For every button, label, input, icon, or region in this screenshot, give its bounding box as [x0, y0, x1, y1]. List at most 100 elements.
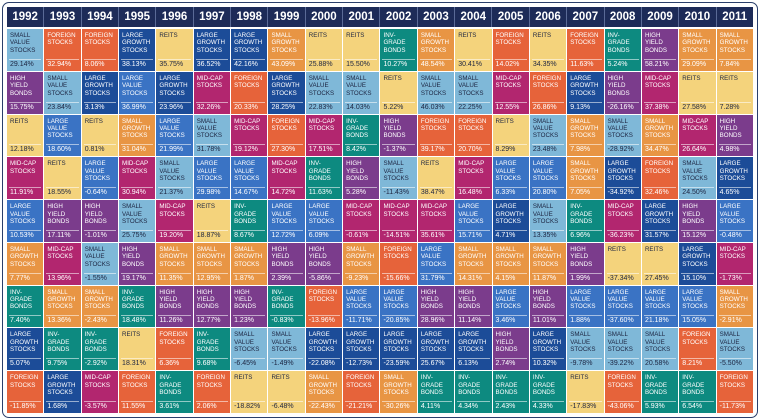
- annual-return-value: 36.99%: [122, 103, 146, 111]
- asset-class-label: LARGE VALUE STOCKS: [196, 160, 223, 183]
- asset-class-label: LARGE GROWTH STOCKS: [607, 160, 636, 183]
- annual-return-value: -11.73%: [719, 403, 746, 410]
- return-cell: SMALL VALUE STOCKS 21.37%: [156, 157, 193, 200]
- asset-class-label: MID-CAP STOCKS: [682, 117, 709, 132]
- asset-class-label: SMALL VALUE STOCKS: [532, 203, 559, 225]
- annual-return-value: 8.06%: [84, 60, 105, 68]
- asset-class-label: SMALL VALUE STOCKS: [644, 331, 671, 354]
- annual-return-value: 5.28%: [346, 189, 366, 197]
- annual-return-value: 9.68%: [196, 360, 217, 368]
- asset-class-label: MID-CAP STOCKS: [420, 203, 447, 218]
- annual-return-value: -5.86%: [308, 274, 331, 282]
- annual-return-value: 12.95%: [196, 274, 221, 282]
- return-cell: INV-GRADE BONDS 6.96%: [567, 200, 604, 242]
- annual-return-value: 1.87%: [234, 274, 254, 282]
- return-cell: FOREIGN STOCKS -21.21%: [343, 371, 380, 413]
- asset-class-label: LARGE GROWTH STOCKS: [308, 331, 337, 354]
- return-cell: REITs 8.29%: [492, 114, 529, 157]
- asset-class-label: FOREIGN STOCKS: [47, 32, 76, 47]
- annual-return-value: 13.35%: [532, 231, 557, 239]
- return-cell: LARGE GROWTH STOCKS 6.13%: [455, 328, 492, 371]
- return-cell: SMALL VALUE STOCKS -9.78%: [567, 328, 604, 371]
- annual-return-value: 11.87%: [532, 274, 557, 282]
- annual-return-value: 28.25%: [271, 103, 296, 111]
- year-header: 2006: [530, 7, 568, 27]
- annual-return-value: 12.55%: [495, 103, 520, 111]
- return-cell: SMALL VALUE STOCKS -6.45%: [231, 328, 268, 371]
- annual-return-value: 11.01%: [532, 317, 557, 325]
- annual-return-value: -15.66%: [383, 274, 410, 282]
- return-cell: LARGE VALUE STOCKS -20.85%: [380, 285, 417, 328]
- annual-return-value: 0.81%: [84, 146, 105, 154]
- annual-return-value: 35.75%: [159, 60, 184, 68]
- return-cell: SMALL VALUE STOCKS -1.49%: [268, 328, 305, 371]
- annual-return-value: 9.13%: [570, 103, 591, 111]
- return-cell: SMALL GROWTH STOCKS 12.95%: [193, 242, 231, 285]
- annual-return-value: 5.24%: [607, 60, 628, 68]
- annual-return-value: 31.04%: [122, 146, 146, 154]
- return-cell: SMALL GROWTH STOCKS 34.47%: [641, 114, 679, 157]
- return-cell: INV-GRADE BONDS 5.93%: [641, 371, 679, 413]
- annual-return-value: 10.53%: [10, 231, 34, 239]
- asset-class-label: MID-CAP STOCKS: [159, 203, 186, 218]
- annual-return-value: 24.50%: [682, 189, 707, 197]
- annual-return-value: 15.05%: [682, 317, 707, 325]
- asset-class-label: SMALL VALUE STOCKS: [234, 331, 260, 354]
- return-cell: REITs 18.55%: [44, 157, 81, 200]
- asset-class-label: LARGE GROWTH STOCKS: [122, 32, 151, 54]
- asset-class-label: MID-CAP STOCKS: [122, 160, 149, 175]
- return-cell: REITs 27.45%: [641, 242, 679, 285]
- asset-class-label: SMALL VALUE STOCKS: [458, 74, 484, 97]
- asset-class-label: LARGE GROWTH STOCKS: [458, 331, 487, 354]
- year-header: 1998: [231, 7, 269, 27]
- asset-class-label: INV-GRADE BONDS: [234, 203, 257, 225]
- return-cell: MID-CAP STOCKS 19.20%: [156, 200, 193, 242]
- annual-return-value: -0.83%: [271, 317, 294, 325]
- asset-class-label: REITs: [682, 74, 701, 82]
- asset-class-label: FOREIGN STOCKS: [159, 331, 188, 346]
- asset-class-label: LARGE VALUE STOCKS: [607, 288, 633, 311]
- annual-return-value: 39.17%: [420, 146, 445, 154]
- year-header: 1992: [7, 7, 45, 27]
- year-header: 1994: [82, 7, 120, 27]
- annual-return-value: 7.84%: [719, 60, 740, 68]
- asset-class-label: REITs: [346, 32, 365, 39]
- asset-class-label: SMALL GROWTH STOCKS: [84, 288, 113, 311]
- annual-return-value: 15.12%: [682, 231, 707, 239]
- asset-class-label: LARGE VALUE STOCKS: [682, 288, 708, 311]
- return-cell: HIGH YIELD BONDS 11.14%: [455, 285, 492, 328]
- annual-return-value: 30.41%: [458, 60, 482, 68]
- return-cell: SMALL GROWTH STOCKS 7.84%: [716, 29, 753, 71]
- year-header: 1997: [194, 7, 232, 27]
- annual-return-value: 25.88%: [308, 60, 333, 68]
- asset-class-label: SMALL GROWTH STOCKS: [234, 245, 263, 268]
- asset-class-label: SMALL GROWTH STOCKS: [644, 117, 674, 140]
- asset-class-label: HIGH YIELD BONDS: [159, 288, 182, 311]
- asset-class-label: LARGE GROWTH STOCKS: [159, 74, 188, 97]
- annual-return-value: 5.22%: [383, 103, 404, 111]
- return-cell: LARGE VALUE STOCKS 6.09%: [305, 200, 343, 242]
- annual-return-value: -21.21%: [346, 403, 373, 410]
- asset-class-label: REITs: [495, 117, 514, 125]
- annual-return-value: 7.28%: [719, 103, 740, 111]
- return-cell: LARGE GROWTH STOCKS 5.07%: [7, 328, 44, 371]
- asset-class-label: REITs: [532, 32, 552, 39]
- asset-class-label: HIGH YIELD BONDS: [271, 245, 294, 268]
- return-cell: FOREIGN STOCKS -15.66%: [380, 242, 417, 285]
- return-cell: LARGE VALUE STOCKS 15.05%: [679, 285, 716, 328]
- return-cell: LARGE GROWTH STOCKS 23.96%: [156, 71, 193, 114]
- asset-class-label: MID-CAP STOCKS: [47, 245, 74, 261]
- asset-class-label: LARGE GROWTH STOCKS: [532, 331, 562, 354]
- return-cell: HIGH YIELD BONDS -5.86%: [305, 242, 343, 285]
- return-cell: INV-GRADE BONDS 4.11%: [417, 371, 455, 413]
- return-cell: LARGE GROWTH STOCKS -22.08%: [305, 328, 343, 371]
- asset-class-label: SMALL VALUE STOCKS: [570, 331, 596, 354]
- annual-return-value: 43.09%: [271, 60, 296, 68]
- asset-class-label: MID-CAP STOCKS: [346, 203, 373, 218]
- annual-return-value: 19.17%: [122, 274, 146, 282]
- asset-class-label: SMALL GROWTH STOCKS: [47, 288, 76, 311]
- asset-class-label: HIGH YIELD BONDS: [10, 74, 33, 97]
- return-cell: LARGE VALUE STOCKS 3.46%: [492, 285, 529, 328]
- asset-class-label: LARGE GROWTH STOCKS: [84, 74, 113, 97]
